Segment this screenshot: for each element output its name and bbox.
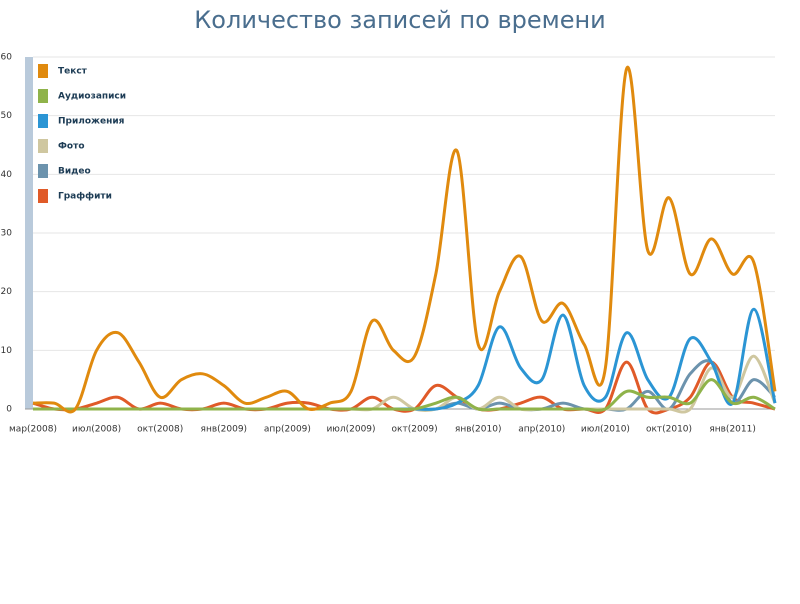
legend-label: Видео: [58, 167, 91, 177]
legend-swatch: [38, 139, 48, 153]
y-tick-label: 60: [1, 53, 13, 63]
series-line: [32, 65, 777, 414]
legend-swatch: [38, 164, 48, 178]
y-tick-label: 40: [1, 170, 13, 180]
legend-label: Фото: [58, 142, 85, 152]
y-tick-label: 30: [1, 229, 13, 239]
x-tick-label: июл(2010): [581, 425, 630, 435]
y-tick-label: 10: [1, 346, 13, 356]
series-line: [33, 378, 776, 412]
x-tick-label: янв(2009): [201, 425, 248, 435]
legend-swatch: [38, 189, 48, 203]
x-tick-label: окт(2009): [392, 425, 438, 435]
x-tick-label: апр(2010): [518, 425, 565, 435]
x-tick-label: июл(2009): [326, 425, 375, 435]
x-tick-label: окт(2008): [137, 425, 183, 435]
axis-band: [25, 57, 33, 409]
y-tick-label: 50: [1, 111, 13, 121]
x-tick-label: окт(2010): [646, 425, 692, 435]
legend-swatch: [38, 114, 48, 128]
series-line: [32, 360, 776, 415]
x-tick-label: июл(2008): [72, 425, 121, 435]
y-tick-label: 20: [1, 287, 13, 297]
legend-swatch: [38, 89, 48, 103]
y-tick-label: 0: [6, 405, 12, 415]
legend-label: Граффити: [58, 192, 112, 202]
x-tick-label: янв(2010): [455, 425, 502, 435]
x-tick-label: янв(2011): [709, 425, 756, 435]
legend-label: Аудиозаписи: [58, 92, 126, 102]
x-tick-label: апр(2009): [264, 425, 311, 435]
legend-swatch: [38, 64, 48, 78]
series-line: [33, 354, 777, 414]
chart-title: Количество записей по времени: [194, 6, 606, 34]
x-tick-label: мар(2008): [9, 425, 57, 435]
legend-label: Приложения: [58, 117, 125, 127]
legend-label: Текст: [58, 67, 88, 77]
